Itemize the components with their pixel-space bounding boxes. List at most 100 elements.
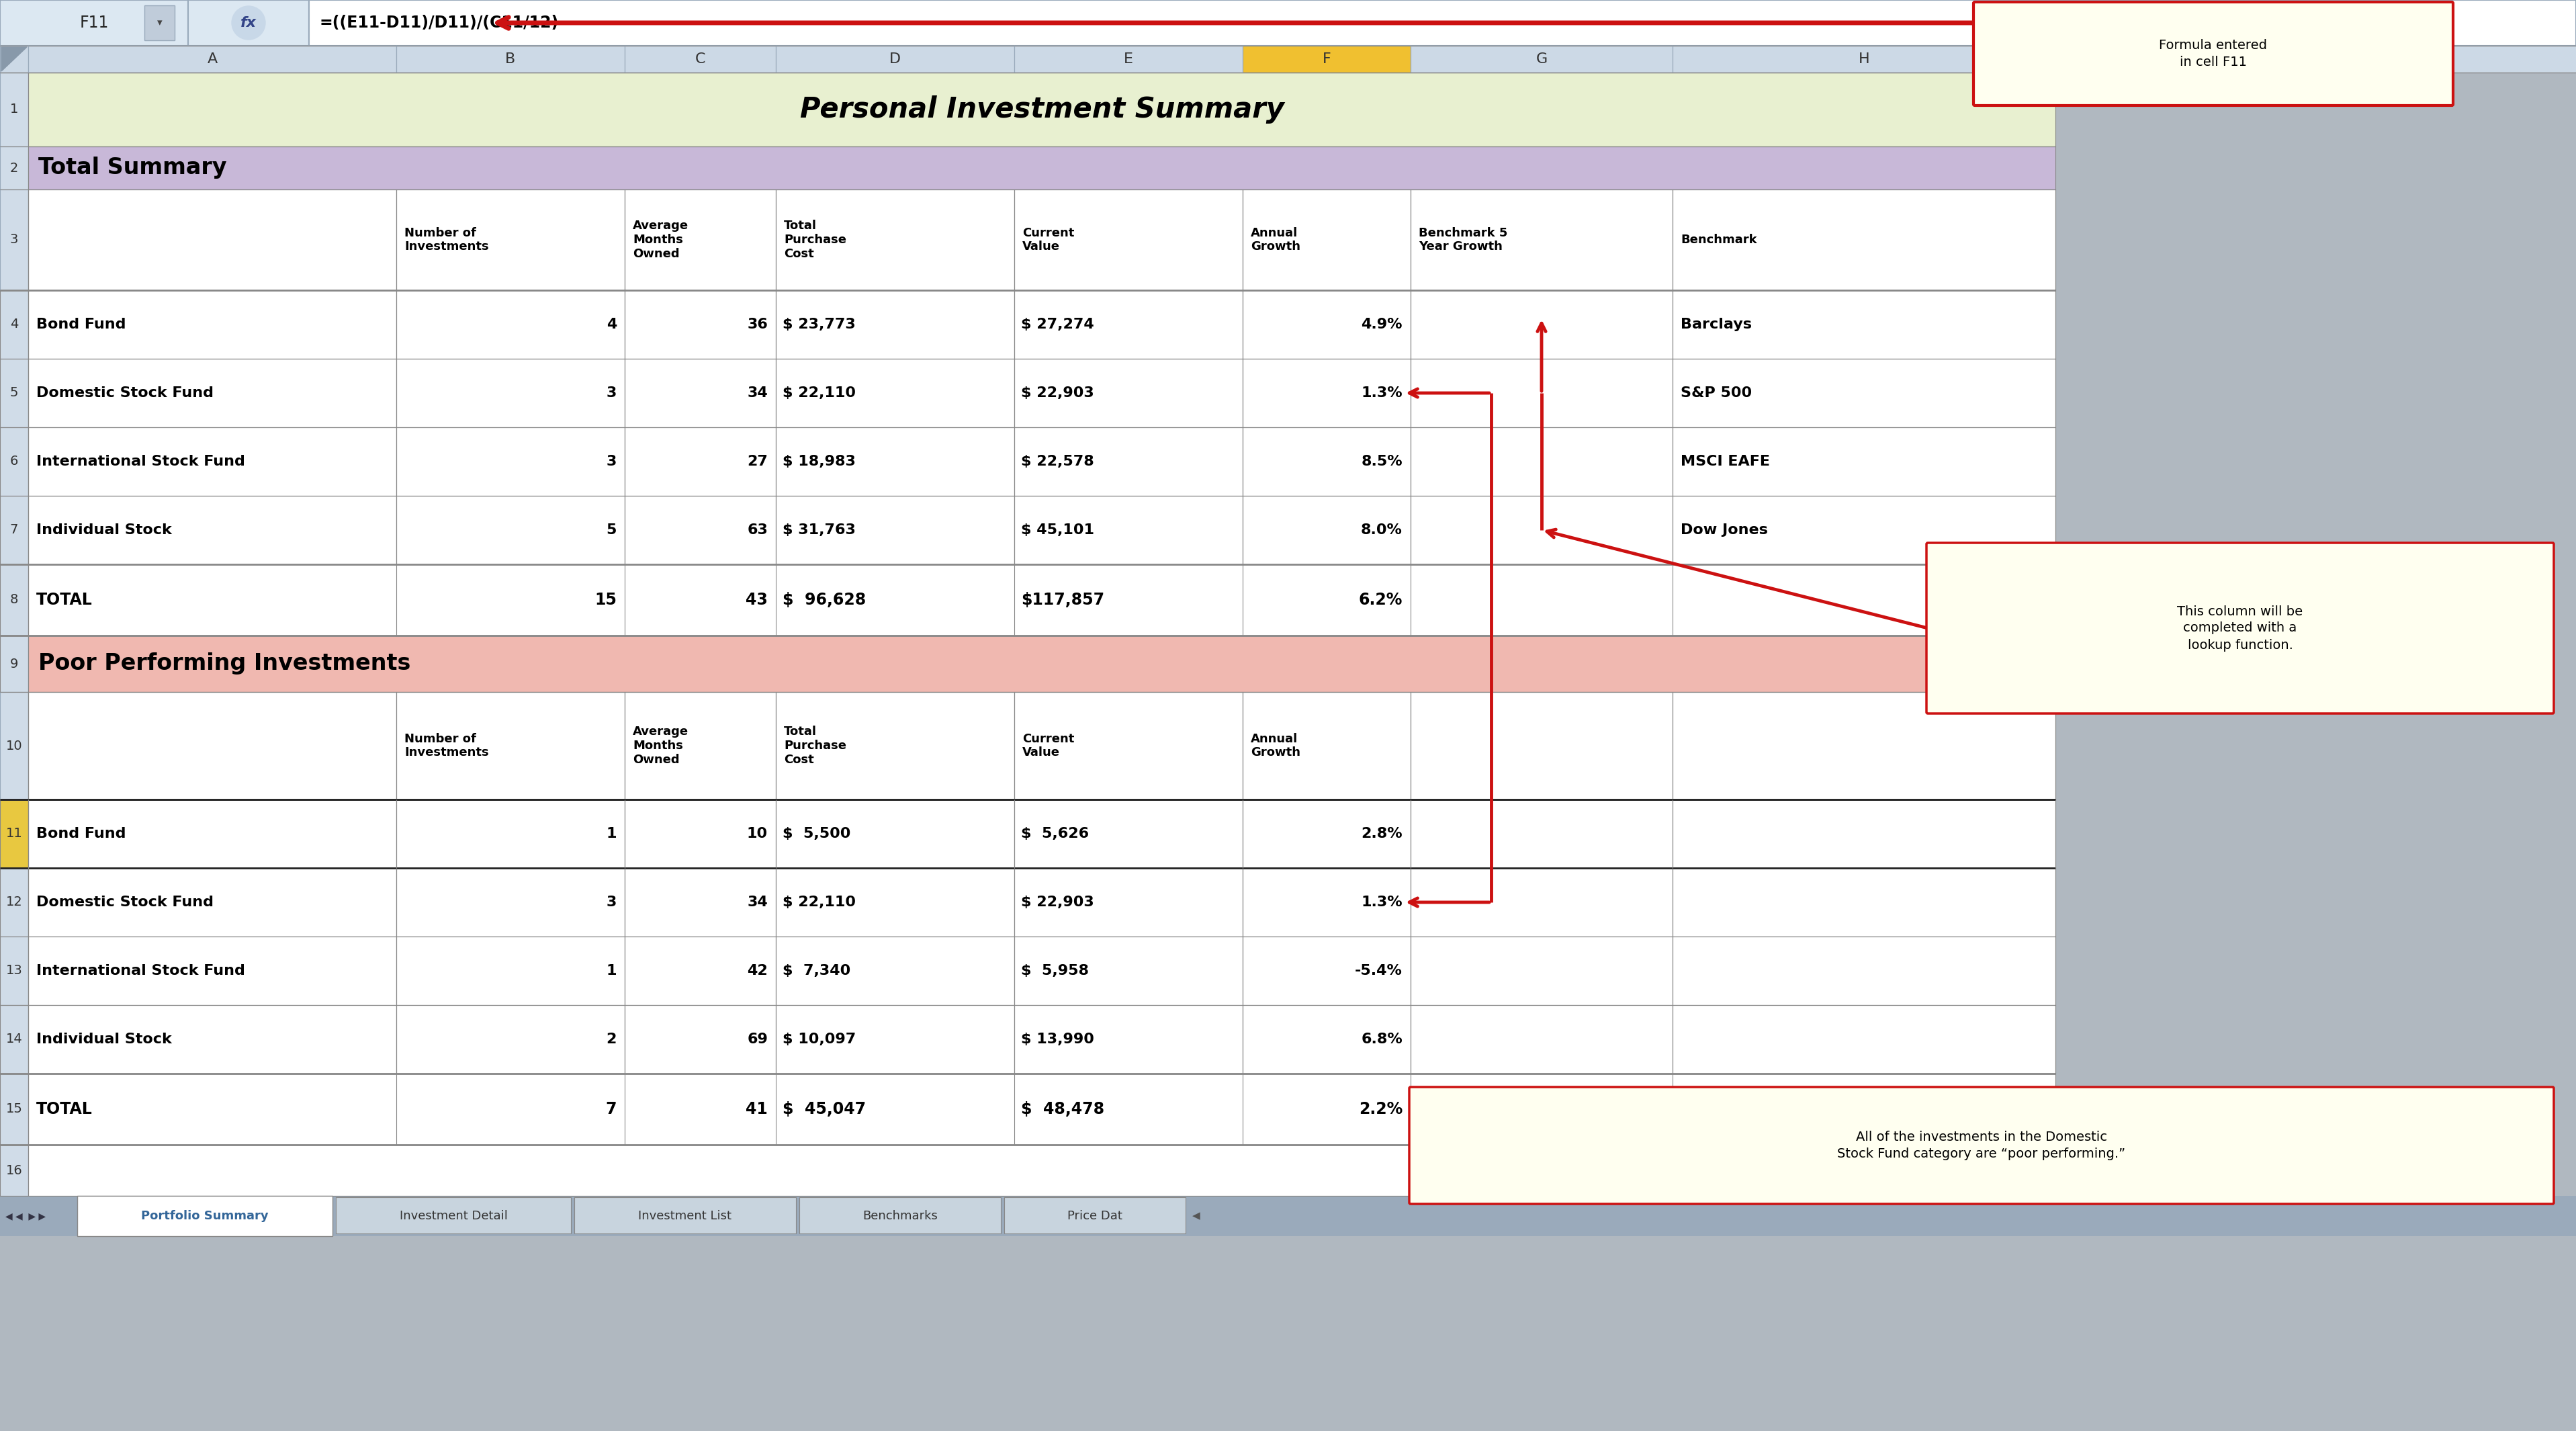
Bar	[626, 693, 775, 800]
Bar	[0, 428, 2056, 495]
Bar	[1015, 869, 1242, 936]
Text: =((E11-D11)/D11)/(C11/12): =((E11-D11)/D11)/(C11/12)	[319, 14, 559, 31]
Bar	[775, 800, 1015, 869]
Bar	[626, 1005, 775, 1073]
Bar	[0, 564, 28, 635]
Bar	[0, 800, 2056, 869]
Bar	[626, 869, 775, 936]
Bar	[28, 359, 397, 428]
Text: MSCI EAFE: MSCI EAFE	[1680, 455, 1770, 468]
Text: Total
Purchase
Cost: Total Purchase Cost	[783, 726, 848, 766]
Text: 2.2%: 2.2%	[1358, 1100, 1401, 1118]
Text: $ 45,101: $ 45,101	[1020, 524, 1095, 537]
Bar	[626, 936, 775, 1005]
Bar	[1015, 359, 1242, 428]
Bar	[0, 1073, 28, 1145]
Bar	[1242, 800, 1412, 869]
Text: 7: 7	[605, 1100, 616, 1118]
Bar	[775, 428, 1015, 495]
Bar	[1242, 1005, 1412, 1073]
Text: Domestic Stock Fund: Domestic Stock Fund	[36, 386, 214, 399]
Bar	[28, 693, 397, 800]
Bar	[799, 1198, 1002, 1234]
Bar	[397, 495, 626, 564]
Bar	[1672, 1005, 2056, 1073]
Bar	[0, 1005, 28, 1073]
Bar	[1015, 1005, 1242, 1073]
Text: $  5,626: $ 5,626	[1020, 827, 1090, 840]
Text: 7: 7	[10, 524, 18, 537]
Text: 8.0%: 8.0%	[1360, 524, 1401, 537]
Bar	[1242, 936, 1412, 1005]
Bar	[0, 1073, 2056, 1145]
Bar	[0, 1145, 28, 1196]
Text: 5: 5	[10, 386, 18, 399]
Bar	[775, 936, 1015, 1005]
Bar	[775, 46, 1015, 73]
Text: 8: 8	[10, 594, 18, 607]
Text: 15: 15	[595, 592, 616, 608]
Bar	[626, 46, 775, 73]
Text: 4: 4	[10, 318, 18, 331]
Bar	[0, 428, 28, 495]
Bar	[397, 46, 626, 73]
Bar	[0, 869, 28, 936]
Text: $ 22,578: $ 22,578	[1020, 455, 1095, 468]
Text: $117,857: $117,857	[1020, 592, 1105, 608]
Bar	[28, 290, 397, 359]
Text: $ 27,274: $ 27,274	[1020, 318, 1095, 331]
Text: Individual Stock: Individual Stock	[36, 1033, 173, 1046]
Text: ◀ ◀  ▶ ▶: ◀ ◀ ▶ ▶	[5, 1211, 46, 1221]
Text: 43: 43	[744, 592, 768, 608]
Bar	[1672, 800, 2056, 869]
Text: G: G	[1535, 53, 1548, 66]
Bar	[626, 290, 775, 359]
Text: Personal Investment Summary: Personal Investment Summary	[799, 96, 1283, 123]
Bar	[28, 73, 2056, 146]
Text: 3: 3	[10, 233, 18, 246]
Bar	[1015, 936, 1242, 1005]
Bar	[626, 189, 775, 290]
Bar	[0, 189, 28, 290]
Text: Barclays: Barclays	[1680, 318, 1752, 331]
Text: E: E	[1123, 53, 1133, 66]
Text: Portfolio Summary: Portfolio Summary	[142, 1211, 268, 1222]
Bar	[1242, 869, 1412, 936]
Text: 13: 13	[5, 964, 23, 977]
Bar	[0, 0, 188, 46]
Text: 69: 69	[747, 1033, 768, 1046]
Bar	[1412, 936, 1672, 1005]
Text: 1.3%: 1.3%	[1360, 896, 1401, 909]
Bar	[0, 290, 2056, 359]
Bar	[0, 800, 28, 869]
Bar	[0, 1005, 2056, 1073]
Bar	[77, 1196, 332, 1236]
Text: 2: 2	[605, 1033, 616, 1046]
Text: 34: 34	[747, 386, 768, 399]
Bar	[775, 869, 1015, 936]
Bar	[1015, 428, 1242, 495]
Bar	[1015, 290, 1242, 359]
Text: Average
Months
Owned: Average Months Owned	[634, 726, 688, 766]
Text: $  48,478: $ 48,478	[1020, 1100, 1105, 1118]
Text: 41: 41	[747, 1100, 768, 1118]
Text: 1: 1	[605, 964, 616, 977]
Bar	[397, 359, 626, 428]
Bar	[1412, 1005, 1672, 1073]
Bar	[775, 189, 1015, 290]
Bar	[1015, 189, 1242, 290]
Bar	[0, 635, 28, 693]
Text: S&P 500: S&P 500	[1680, 386, 1752, 399]
Text: Average
Months
Owned: Average Months Owned	[634, 220, 688, 260]
FancyBboxPatch shape	[1973, 1, 2452, 106]
Bar	[28, 1005, 397, 1073]
Bar	[28, 1145, 2056, 1196]
Bar	[28, 495, 397, 564]
Bar	[0, 564, 2056, 635]
Text: Poor Performing Investments: Poor Performing Investments	[39, 653, 410, 675]
Bar	[28, 46, 397, 73]
Bar	[775, 1005, 1015, 1073]
Bar	[309, 0, 2576, 46]
Text: 12: 12	[5, 896, 23, 909]
Text: 1: 1	[10, 103, 18, 116]
